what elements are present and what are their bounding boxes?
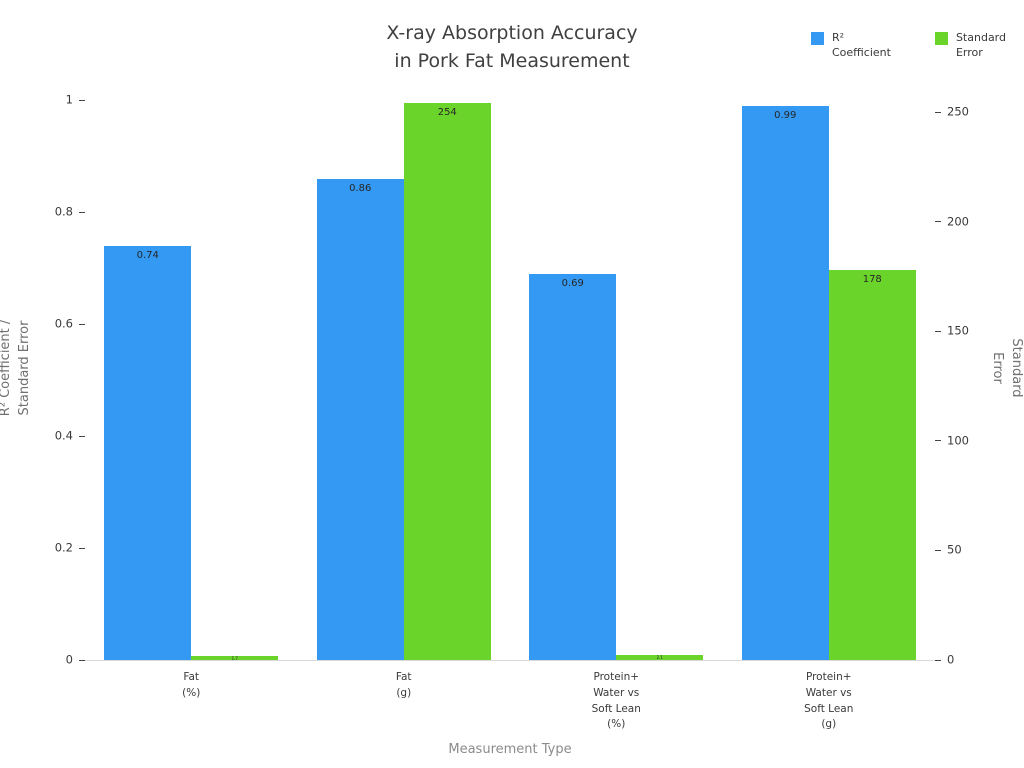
y-tick-mark-left <box>79 323 85 325</box>
y-tick-mark-right <box>935 221 941 223</box>
bar-stderr-3[interactable]: 178 <box>828 270 916 660</box>
bar-stderr-2[interactable]: 2.1 <box>616 655 704 661</box>
y-tick-right: 150 <box>947 323 969 338</box>
bar-stderr-1[interactable]: 254 <box>403 103 491 660</box>
y-tick-left: 0.2 <box>54 540 73 555</box>
y-axis-label-left: R² Coefficient / Standard Error <box>0 320 32 417</box>
y-tick-mark-right <box>935 440 941 442</box>
y-tick-mark-right <box>935 549 941 551</box>
bar-label: 0.69 <box>561 277 584 289</box>
y-tick-mark-left <box>79 99 85 101</box>
y-tick-mark-left <box>79 211 85 213</box>
y-axis-label-right: Standard Error <box>990 338 1024 398</box>
y-tick-mark-left <box>79 659 85 661</box>
bar-label: 0.99 <box>774 109 797 121</box>
y-tick-mark-right <box>935 111 941 113</box>
bar-label: 0.86 <box>349 182 372 194</box>
y-tick-mark-left <box>79 435 85 437</box>
y-tick-right: 0 <box>947 652 955 667</box>
bar-r2-1[interactable]: 0.86 <box>316 178 404 660</box>
y-tick-left: 0 <box>65 652 73 667</box>
bar-label: 0.74 <box>136 249 159 261</box>
x-tick-label-1: Fat (g) <box>395 671 412 699</box>
bar-stderr-0[interactable]: 1.7 <box>191 656 279 662</box>
y-tick-right: 250 <box>947 104 969 119</box>
bar-r2-0[interactable]: 0.74 <box>104 245 192 660</box>
bar-r2-2[interactable]: 0.69 <box>529 273 617 660</box>
legend-item-stderr[interactable]: Standard Error <box>934 30 1006 61</box>
bar-label: 2.1 <box>656 655 663 661</box>
legend: R² Coefficient Standard Error <box>810 30 1006 61</box>
plot-area: 0 0.2 0.4 0.6 0.8 1 0 50 100 150 200 250 0.74 1.7 Fat … <box>55 75 969 730</box>
legend-item-r2[interactable]: R² Coefficient <box>810 30 891 61</box>
bar-r2-3[interactable]: 0.99 <box>741 105 829 660</box>
y-tick-mark-left <box>79 547 85 549</box>
x-tick-label-2: Protein+ Water vs Soft Lean (%) <box>591 671 641 731</box>
legend-label-stderr: Standard Error <box>955 31 1006 60</box>
y-tick-left: 0.4 <box>54 428 73 443</box>
y-tick-right: 200 <box>947 214 969 229</box>
y-tick-left: 1 <box>65 92 73 107</box>
y-tick-left: 0.8 <box>54 204 73 219</box>
y-tick-left: 0.6 <box>54 316 73 331</box>
y-tick-right: 50 <box>947 542 962 557</box>
legend-label-r2: R² Coefficient <box>831 31 891 60</box>
x-axis-label: Measurement Type <box>448 742 572 757</box>
x-tick-label-0: Fat (%) <box>182 671 201 699</box>
legend-swatch-stderr-icon <box>934 32 948 45</box>
x-tick-label-3: Protein+ Water vs Soft Lean (g) <box>804 671 854 731</box>
y-tick-mark-right <box>935 330 941 332</box>
bar-label: 254 <box>437 107 457 119</box>
legend-swatch-r2-icon <box>810 32 824 45</box>
y-tick-mark-right <box>935 659 941 661</box>
y-tick-right: 100 <box>947 433 969 448</box>
bar-label: 178 <box>862 274 882 285</box>
bar-label: 1.7 <box>231 656 238 662</box>
chart-title: X-ray Absorption Accuracy in Pork Fat Me… <box>386 22 638 72</box>
